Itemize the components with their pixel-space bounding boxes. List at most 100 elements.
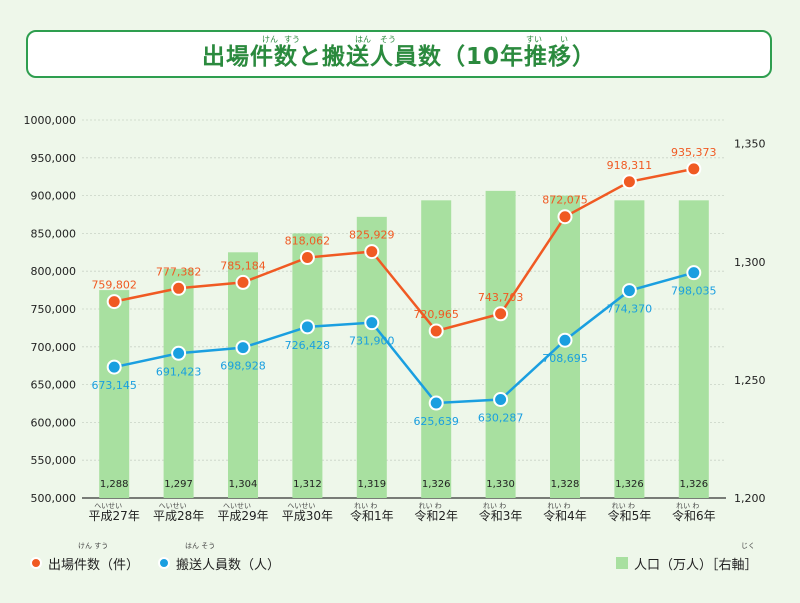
population-bar-label: 1,326 (615, 479, 644, 490)
y-tick-label: 650,000 (31, 379, 77, 392)
population-bar (421, 200, 452, 498)
title-ruby: はん (355, 35, 371, 44)
legend-item-population: 人口（万人）［右軸］ (616, 552, 758, 574)
transported-point (299, 319, 315, 335)
y-tick-label: 1000,000 (24, 114, 77, 127)
transported-data-label: 726,428 (285, 339, 331, 352)
population-bar-label: 1,319 (357, 479, 386, 490)
transported-point (686, 265, 702, 281)
x-tick-ruby: へいせい (223, 502, 251, 510)
population-bar-label: 1,297 (164, 479, 193, 490)
x-tick-label: 平成28年 (153, 509, 204, 523)
transported-data-label: 708,695 (542, 352, 588, 365)
legend-transported-label: 搬送人員数（人） (176, 557, 281, 573)
title-ruby: い (560, 35, 568, 44)
title-ruby: すう (284, 35, 300, 44)
legend-transported-marker (158, 557, 170, 569)
population-bar-label: 1,288 (100, 479, 129, 490)
transported-data-label: 673,145 (91, 379, 137, 392)
y-tick-label: 900,000 (31, 190, 77, 203)
x-tick-label: 令和2年 (414, 508, 458, 523)
dispatches-data-label: 818,062 (285, 235, 331, 248)
title-ruby: そう (380, 35, 396, 44)
dispatches-point (235, 274, 251, 290)
population-bar-label: 1,330 (486, 479, 515, 490)
population-bar (614, 200, 645, 498)
transported-point (235, 340, 251, 356)
transported-data-label: 698,928 (220, 360, 266, 373)
dispatches-point (428, 323, 444, 339)
x-tick-ruby: れい わ (612, 502, 635, 510)
transported-point (364, 315, 380, 331)
chart-title: 出場件数と搬送人員数（10年推移） (201, 44, 596, 70)
y2-tick-label: 1,300 (734, 256, 766, 269)
legend-population-label: 人口（万人）［右軸］ (634, 557, 758, 573)
x-tick-label: 令和1年 (350, 508, 394, 523)
x-tick-label: 平成29年 (217, 509, 268, 523)
y-tick-label: 600,000 (31, 416, 77, 429)
y-tick-label: 850,000 (31, 227, 77, 240)
dispatches-point (686, 161, 702, 177)
transported-data-label: 774,370 (607, 303, 653, 316)
dispatches-point (364, 244, 380, 260)
legend-item-transported: 搬送人員数（人） (158, 552, 280, 574)
dispatches-data-label: 872,075 (542, 194, 588, 207)
dispatches-point (106, 294, 122, 310)
x-tick-label: 平成27年 (89, 509, 140, 523)
y2-tick-label: 1,200 (734, 492, 766, 505)
y-tick-label: 950,000 (31, 152, 77, 165)
population-bar-label: 1,328 (551, 479, 580, 490)
transported-point (621, 283, 637, 299)
dispatches-data-label: 720,965 (413, 308, 459, 321)
dispatches-data-label: 918,311 (607, 159, 653, 172)
population-bar-label: 1,312 (293, 479, 322, 490)
legend-dispatches-marker (30, 557, 42, 569)
dispatches-point (621, 174, 637, 190)
x-tick-ruby: へいせい (287, 502, 315, 510)
transported-line (113, 271, 695, 405)
x-tick-ruby: れい わ (354, 502, 377, 510)
dispatches-data-label: 759,802 (91, 279, 137, 292)
dispatches-data-label: 777,382 (156, 265, 202, 278)
y-tick-label: 800,000 (31, 265, 77, 278)
transported-data-label: 625,639 (413, 415, 459, 428)
population-bar-label: 1,326 (422, 479, 451, 490)
x-tick-ruby: れい わ (676, 502, 699, 510)
title-ruby: すい (526, 35, 542, 44)
x-tick-label: 令和5年 (608, 508, 652, 523)
dispatches-data-label: 743,703 (478, 291, 524, 304)
legend-ruby: はん そう (185, 542, 216, 550)
dispatches-line (113, 167, 695, 333)
transported-data-label: 731,900 (349, 335, 395, 348)
dispatches-data-label: 825,929 (349, 229, 395, 242)
x-tick-label: 平成30年 (282, 509, 333, 523)
y-tick-label: 700,000 (31, 341, 77, 354)
legend-population-marker (616, 557, 628, 569)
dispatches-point (557, 209, 573, 225)
x-tick-label: 令和3年 (479, 508, 523, 523)
transported-data-label: 691,423 (156, 365, 202, 378)
x-tick-ruby: へいせい (94, 502, 122, 510)
y-tick-label: 750,000 (31, 303, 77, 316)
population-bar (292, 233, 323, 498)
dispatches-data-label: 785,184 (220, 259, 266, 272)
legend-item-dispatches: 出場件数（件） (30, 552, 139, 574)
population-bar-label: 1,326 (679, 479, 708, 490)
population-bar (99, 290, 130, 498)
population-bar (228, 252, 258, 498)
chart-title-box: 出場件数と搬送人員数（10年推移） (26, 30, 772, 78)
population-bar (678, 200, 709, 498)
x-tick-ruby: へいせい (159, 502, 187, 510)
legend-dispatches-label: 出場件数（件） (48, 557, 140, 573)
x-tick-label: 令和4年 (543, 508, 587, 523)
dispatches-data-label: 935,373 (671, 146, 717, 159)
y-tick-label: 550,000 (31, 454, 77, 467)
transported-point (493, 392, 509, 408)
y-tick-label: 500,000 (31, 492, 77, 505)
legend-ruby: けん すう (78, 542, 109, 550)
dispatches-point (493, 306, 509, 322)
dispatches-point (171, 280, 187, 296)
y2-tick-label: 1,250 (734, 374, 766, 387)
y2-tick-label: 1,350 (734, 138, 766, 151)
